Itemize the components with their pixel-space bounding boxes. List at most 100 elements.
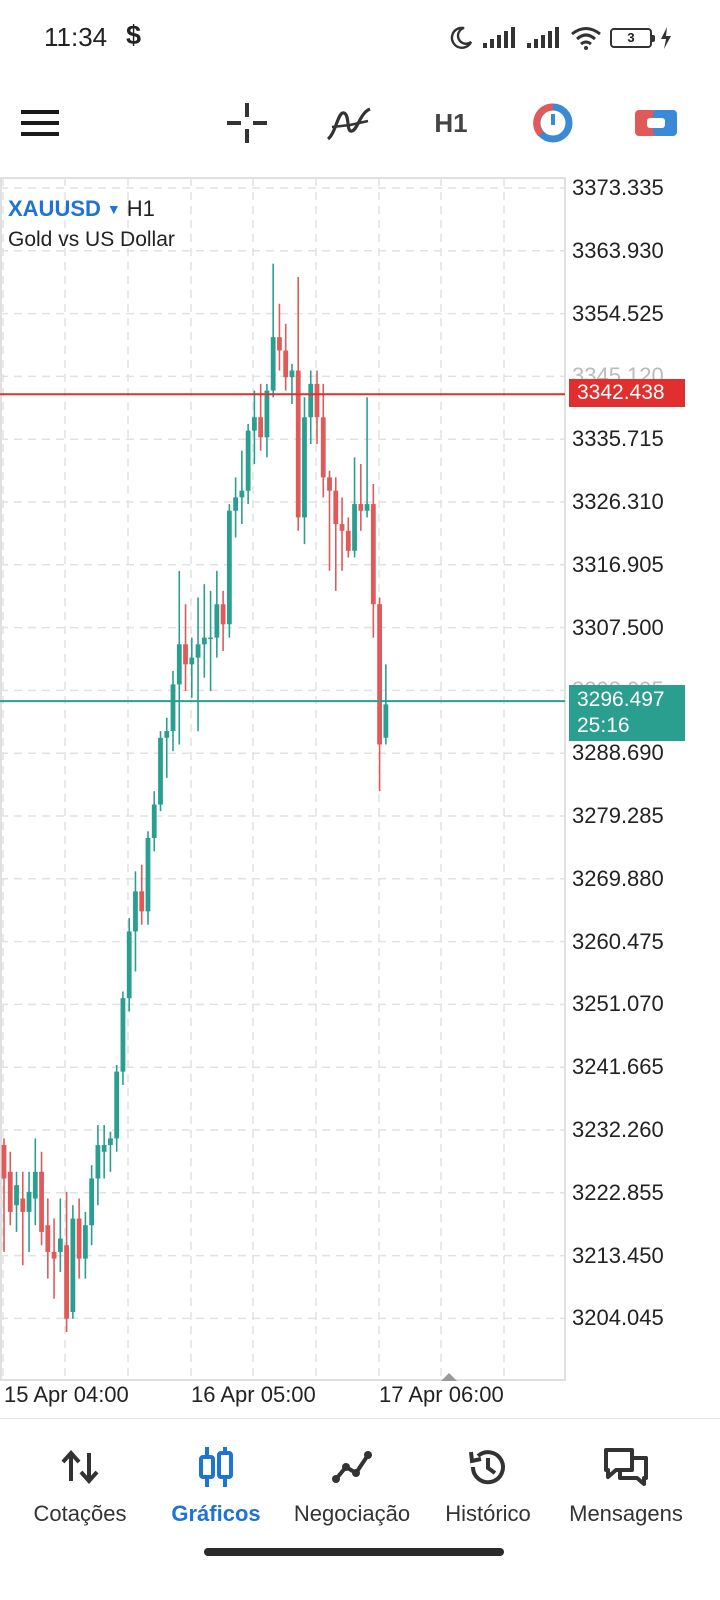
candle-body [201, 637, 207, 645]
candle-body [214, 604, 220, 638]
candle-body [264, 390, 270, 438]
candle-body [51, 1251, 57, 1259]
candle-countdown: 25:16 [577, 714, 630, 737]
trade-icon [635, 110, 677, 136]
trade-button[interactable] [630, 98, 682, 148]
bottom-navigation: Cotações Gráficos Negociação Histórico M… [0, 1418, 720, 1538]
candle-body [289, 370, 295, 378]
candle-body [39, 1171, 44, 1232]
candle-body [26, 1191, 32, 1212]
symbol-name[interactable]: XAUUSD [8, 196, 101, 221]
status-icons: 3 [448, 22, 672, 54]
time-marker-icon[interactable] [441, 1373, 457, 1381]
candle-body [270, 337, 276, 391]
wifi-icon [571, 27, 601, 50]
nav-label-charts: Gráficos [171, 1501, 261, 1526]
candle-body [57, 1238, 63, 1252]
battery-icon: 3 [610, 28, 655, 48]
symbol-line[interactable]: XAUUSD ▼ H1 [8, 196, 175, 222]
objects-icon [533, 103, 573, 143]
nav-label-messages: Mensagens [569, 1501, 683, 1526]
price-axis-label: 3269.880 [572, 865, 664, 891]
candle-body [64, 1245, 69, 1319]
candle-body [176, 644, 182, 685]
status-time: 11:34 [44, 22, 108, 52]
menu-button[interactable] [14, 98, 66, 148]
candle-body [89, 1178, 95, 1226]
price-axis-label: 3279.285 [572, 803, 664, 828]
candle-body [358, 504, 364, 511]
candle-body [32, 1171, 38, 1199]
timeframe-button[interactable]: H1 [425, 98, 477, 148]
price-axis-label: 3232.260 [572, 1117, 664, 1142]
nav-label-history: Histórico [445, 1501, 531, 1526]
nav-item-quotes[interactable]: Cotações [0, 1419, 160, 1539]
symbol-timeframe: H1 [126, 196, 155, 221]
candle-body [333, 490, 339, 525]
quotes-icon [60, 1445, 100, 1489]
candle-body [7, 1171, 13, 1212]
candle-body [133, 891, 138, 932]
nav-item-messages[interactable]: Mensagens [556, 1419, 696, 1539]
chart-frame [0, 177, 566, 1381]
candlestick-chart[interactable] [0, 176, 720, 1410]
candle-body [126, 931, 132, 999]
candle-body [383, 704, 389, 738]
indicators-button[interactable] [323, 98, 375, 148]
candle-body [377, 604, 382, 745]
trade-nav-icon [331, 1445, 373, 1489]
price-axis-label: 3373.335 [572, 175, 664, 200]
price-axis-label: 3288.690 [572, 740, 664, 766]
candle-body [14, 1185, 19, 1206]
timeframe-label: H1 [434, 107, 468, 138]
objects-button[interactable] [527, 98, 579, 148]
nav-label-quotes: Cotações [33, 1501, 127, 1526]
price-axis-label: 3354.525 [572, 300, 664, 326]
chart-area[interactable]: XAUUSD ▼ H1 Gold vs US Dollar 3373.335 33… [0, 175, 720, 1410]
symbol-description: Gold vs US Dollar [8, 228, 175, 251]
nav-item-trade[interactable]: Negociação [284, 1419, 420, 1539]
candle-body [245, 430, 251, 491]
signal-icon [483, 27, 515, 48]
bid-price: 3296.497 [577, 688, 665, 711]
chart-toolbar: H1 [0, 80, 720, 166]
candle-body [327, 477, 332, 491]
candle-body [95, 1145, 101, 1179]
indicators-icon [326, 107, 371, 141]
candle-body [314, 383, 320, 418]
candle-body [20, 1198, 26, 1212]
candle-body [82, 1225, 88, 1259]
price-axis-label: 3363.930 [572, 237, 664, 263]
history-icon [467, 1445, 509, 1489]
price-axis-label: 3260.475 [572, 928, 664, 954]
home-indicator[interactable] [204, 1548, 504, 1556]
candle-body [151, 804, 157, 838]
candle-body [114, 1071, 120, 1139]
candle-body [364, 504, 370, 511]
crosshair-button[interactable] [221, 98, 273, 148]
price-axis-label: 3213.450 [572, 1242, 664, 1268]
candle-body [145, 837, 151, 912]
time-axis-label: 15 Apr 04:00 [4, 1382, 129, 1407]
candle-body [158, 737, 163, 805]
candle-body [195, 644, 201, 658]
price-axis-label: 3204.045 [572, 1305, 664, 1331]
candle-body [320, 417, 326, 478]
candle-body [164, 731, 170, 738]
candle-body [252, 417, 257, 431]
price-axis-label: 3222.855 [572, 1179, 664, 1205]
time-axis-label: 16 Apr 05:00 [191, 1382, 316, 1407]
ask-price-tag: 3342.438 [569, 379, 685, 407]
candle-body [258, 417, 264, 438]
nav-item-charts[interactable]: Gráficos [148, 1419, 284, 1539]
caret-down-icon[interactable]: ▼ [106, 201, 121, 217]
charging-icon [661, 27, 671, 49]
time-axis-label: 17 Apr 06:00 [379, 1382, 504, 1407]
candle-body [170, 684, 176, 732]
candle-body [220, 604, 226, 625]
messages-icon [602, 1445, 650, 1489]
candle-body [70, 1218, 76, 1313]
candle-body [183, 644, 188, 665]
candle-body [295, 370, 301, 518]
nav-item-history[interactable]: Histórico [420, 1419, 556, 1539]
